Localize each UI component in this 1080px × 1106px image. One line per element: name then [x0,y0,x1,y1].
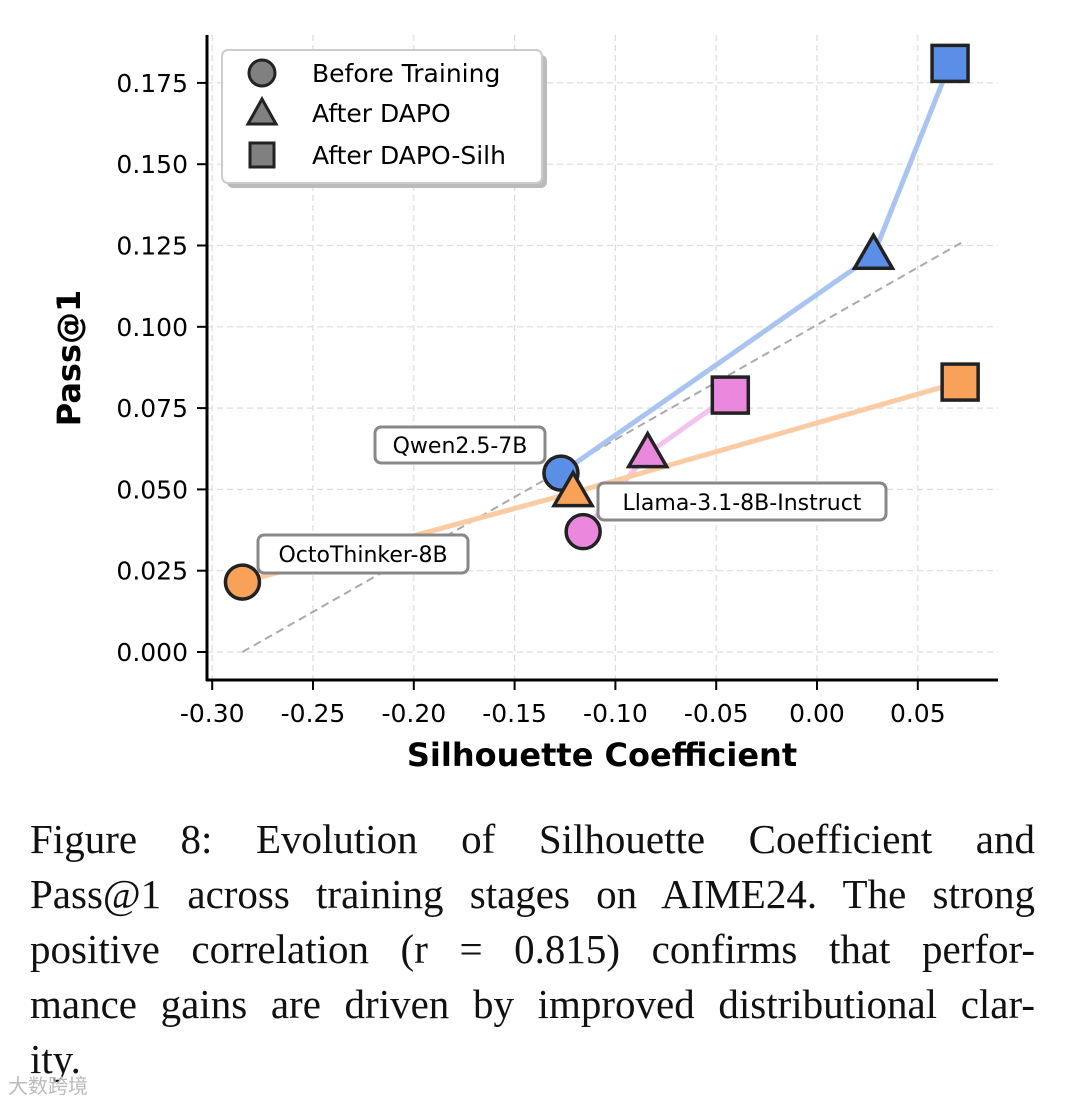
data-point-triangle [551,469,596,508]
caption-line: Figure 8: Evolution of Silhouette Coeffi… [30,816,1035,862]
legend: Before Training After DAPO After DAPO-Si… [221,49,547,188]
x-tick-label: 0.05 [890,699,946,728]
y-tick-label: 0.125 [116,232,188,261]
data-point-circle [223,563,262,601]
annotation-octothinker-text: OctoThinker-8B [278,543,447,568]
legend-triangle-icon [245,95,279,126]
figure-caption: Figure 8: Evolution of Silhouette Coeffi… [30,812,1035,1087]
annotation-qwen: Qwen2.5-7B [373,425,547,465]
data-point-square [940,362,980,402]
annotation-octothinker: OctoThinker-8B [256,533,470,575]
data-point-triangle [625,430,670,469]
legend-label: Before Training [312,59,500,88]
data-point-square [710,375,751,415]
watermark: 大数跨境 [8,1074,88,1098]
y-tick-label: 0.050 [116,475,188,504]
legend-square-icon [248,141,276,169]
annotation-llama-text: Llama-3.1-8B-Instruct [623,491,862,516]
y-tick-label: 0.150 [116,150,188,179]
data-point-circle [564,512,602,551]
caption-line: ity. [30,1036,81,1082]
caption-line: Pass@1 across training stages on AIME24.… [30,871,1035,917]
y-axis-label: Pass@1 [50,290,88,427]
trendline [241,241,963,653]
y-tick-label: 0.100 [116,313,188,342]
legend-label: After DAPO-Silh [312,141,506,170]
y-tick-label: 0.075 [116,394,188,423]
x-tick-label: -0.20 [381,699,446,728]
annotation-qwen-text: Qwen2.5-7B [393,434,528,459]
x-tick-label: -0.10 [583,699,648,728]
x-tick-label: -0.30 [180,699,245,728]
caption-line: positive correlation (r = 0.815) confirm… [30,926,1035,972]
x-axis-label: Silhouette Coefficient [407,736,797,774]
legend-circle-icon [247,58,277,88]
x-tick-label: -0.05 [684,699,749,728]
scatter-chart: -0.30 -0.25 -0.20 -0.15 -0.10 -0.05 0.00 0.05 0.… [50,35,998,774]
caption-line: mance gains are driven by improved distr… [30,981,1035,1027]
data-point-triangle [851,231,896,271]
y-tick-label: 0.000 [116,638,188,667]
x-tick-label: 0.00 [789,699,845,728]
data-point-square [930,43,970,84]
y-tick-label: 0.175 [116,69,188,98]
annotation-llama: Llama-3.1-8B-Instruct [596,481,888,522]
legend-label: After DAPO [312,99,451,128]
x-tick-label: -0.15 [482,699,547,728]
x-tick-label: -0.25 [281,699,346,728]
y-tick-label: 0.025 [116,557,188,586]
